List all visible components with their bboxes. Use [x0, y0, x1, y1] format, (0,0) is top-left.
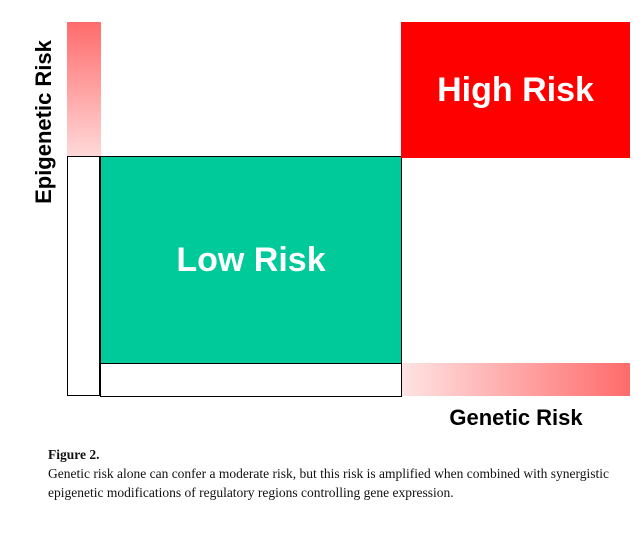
genetic-risk-axis-label: Genetic Risk: [449, 405, 583, 430]
high-risk-label: High Risk: [437, 70, 594, 109]
genetic-risk-gradient-bar: [402, 363, 630, 396]
low-risk-region: Low Risk: [100, 156, 402, 364]
figure-caption: Figure 2. Genetic risk alone can confer …: [48, 445, 633, 502]
epigenetic-risk-gradient-bar: [67, 22, 101, 157]
epigenetic-axis-box: [67, 156, 100, 396]
low-risk-label: Low Risk: [176, 240, 326, 279]
high-risk-region: High Risk: [401, 22, 630, 158]
caption-title: Figure 2.: [48, 447, 100, 462]
genetic-axis-box: [100, 363, 402, 397]
caption-text: Genetic risk alone can confer a moderate…: [48, 466, 609, 500]
epigenetic-risk-axis-label: Epigenetic Risk: [31, 40, 56, 204]
